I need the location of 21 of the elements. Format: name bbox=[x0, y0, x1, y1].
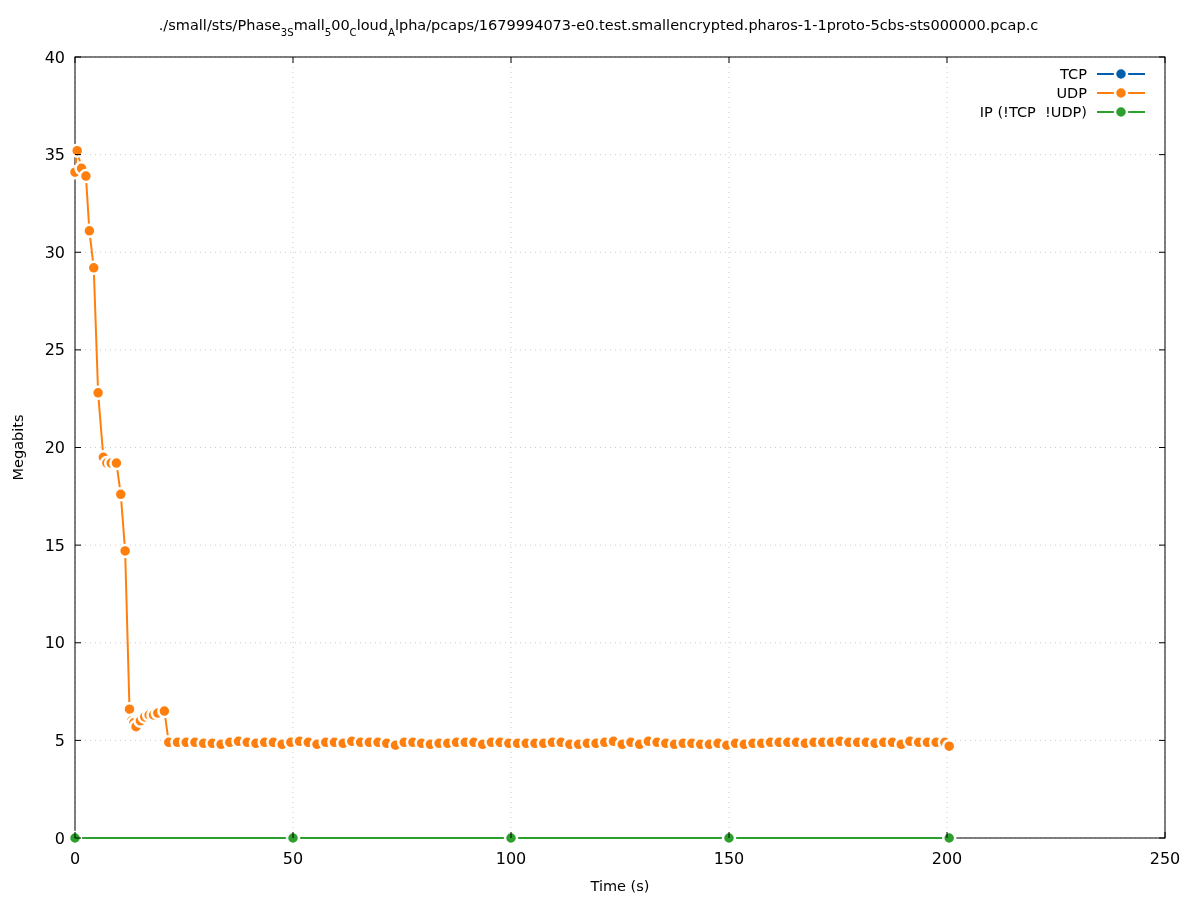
y-tick-label: 30 bbox=[44, 242, 65, 262]
y-tick-label: 40 bbox=[44, 47, 65, 67]
chart-title: ./small/sts/Phase$_{3S}$mall$_{5}$00$_{C}$loud$_{A}$lpha/pcaps/1679994073-e0.test.smallencrypted.pharos-1-1proto-5cbs-sts000000.pcap.c bbox=[158, 17, 1039, 38]
y-tick-label: 20 bbox=[44, 438, 65, 457]
x-tick-label: 50 bbox=[282, 849, 304, 868]
y-tick-label: 10 bbox=[44, 633, 65, 653]
legend-label: TCP bbox=[1059, 66, 1088, 82]
x-axis-title: Time (s) bbox=[589, 878, 650, 894]
x-tick-label: 250 bbox=[1149, 849, 1181, 868]
y-axis-title: Megabits bbox=[10, 414, 26, 481]
legend-label: IP (!TCP !UDP) bbox=[979, 104, 1087, 120]
x-tick-label: 0 bbox=[69, 849, 81, 868]
y-tick-label: 5 bbox=[54, 730, 65, 750]
y-tick-label: 35 bbox=[44, 145, 65, 165]
legend-label: UDP bbox=[1056, 85, 1088, 101]
y-tick-label: 15 bbox=[44, 535, 65, 555]
y-tick-label: 25 bbox=[44, 340, 65, 360]
x-tick-label: 150 bbox=[713, 849, 745, 868]
x-tick-label: 200 bbox=[931, 849, 963, 868]
y-tick-label: 0 bbox=[54, 828, 65, 848]
x-tick-label: 100 bbox=[495, 849, 527, 868]
